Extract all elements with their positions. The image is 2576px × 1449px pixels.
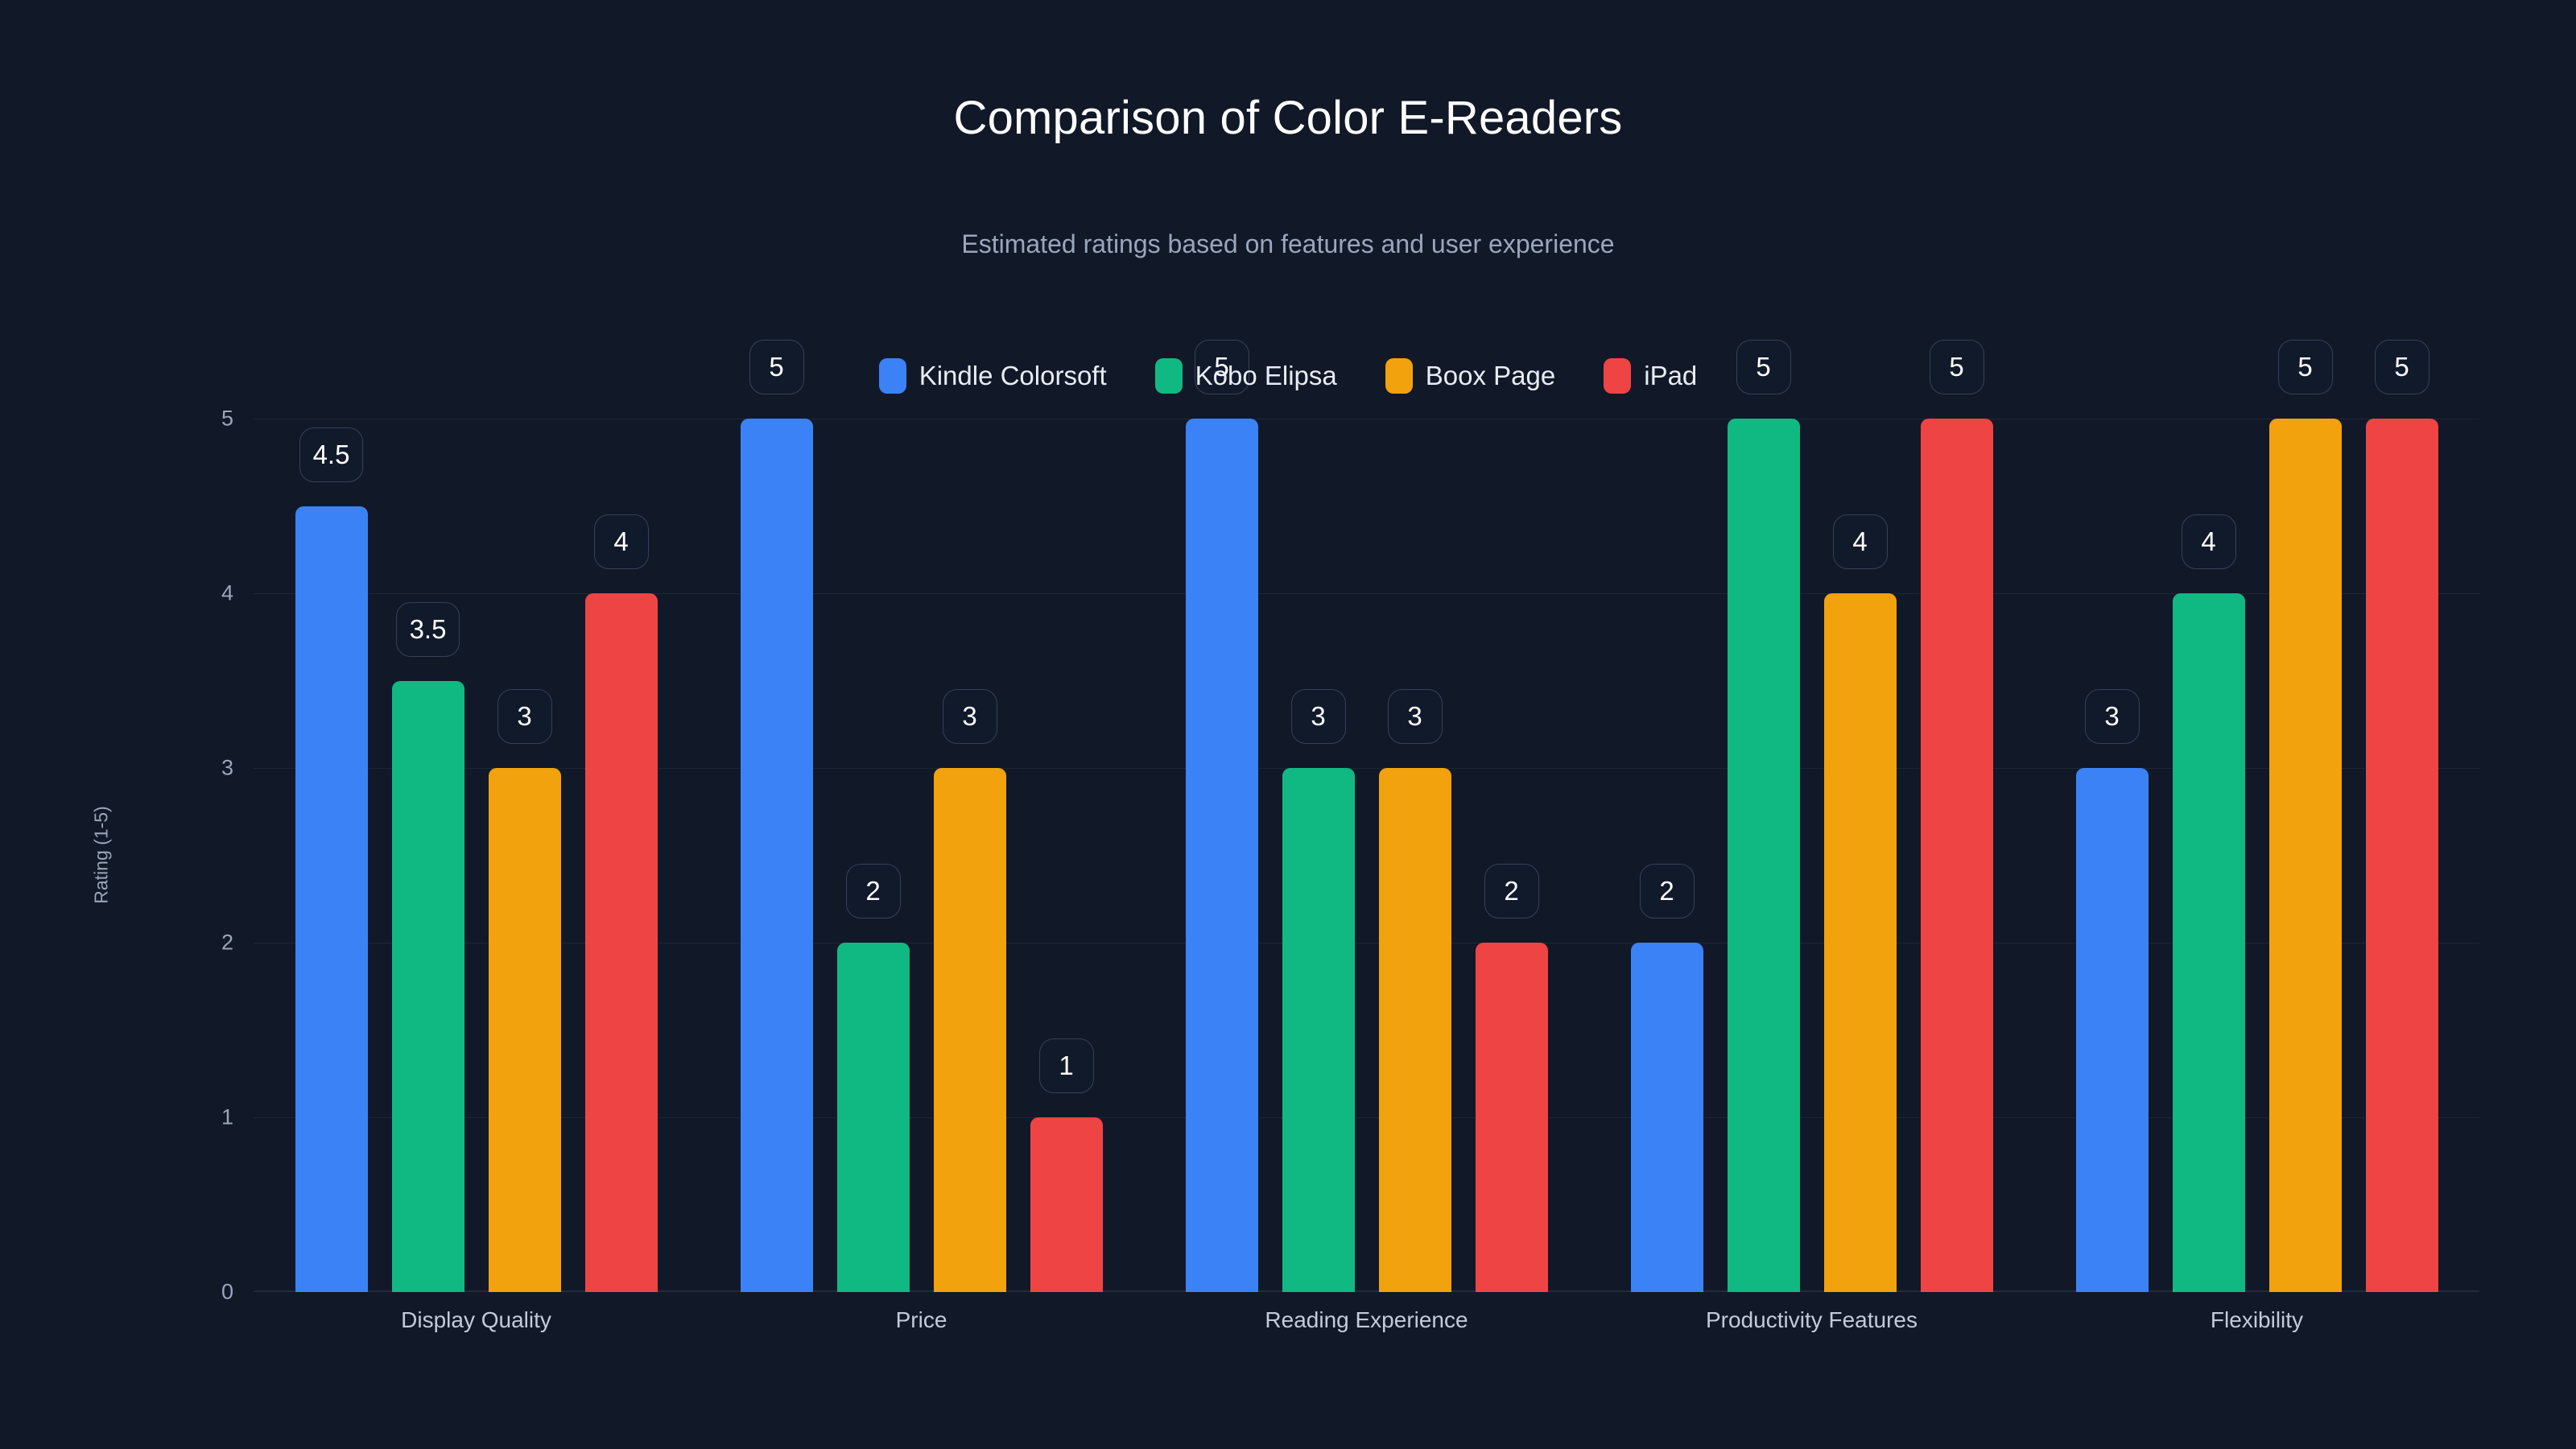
x-axis-tick: Price — [895, 1307, 947, 1332]
y-axis-tick: 0 — [221, 1279, 233, 1304]
y-axis-tick: 1 — [221, 1104, 233, 1129]
y-axis-tick: 3 — [221, 755, 233, 780]
bar[interactable] — [2365, 419, 2438, 1292]
y-axis-tick: 4 — [221, 580, 233, 605]
legend-swatch-icon — [1154, 358, 1183, 394]
y-axis-tick: 2 — [221, 930, 233, 955]
bar-value-label: 2 — [1639, 864, 1695, 919]
bar-value-label: 5 — [749, 340, 804, 394]
bar[interactable] — [1727, 419, 1800, 1292]
chart-legend: Kindle Colorsoft Kobo Elipsa Boox Page iPad — [0, 358, 2576, 394]
bar[interactable] — [1475, 943, 1548, 1292]
bar-value-label: 4 — [2181, 514, 2236, 569]
legend-swatch-icon — [878, 358, 906, 394]
bar-value-label: 3 — [1290, 689, 1346, 744]
legend-item[interactable]: iPad — [1604, 358, 1697, 394]
bar-value-label: 3.5 — [395, 601, 460, 657]
plot-area: 4.5 5 5 2 3 3.5 2 3 5 4 3 3 3 4 5 4 1 2 5 5 Display Quality P… — [254, 340, 2479, 1332]
chart-subtitle: Estimated ratings based on features and … — [961, 229, 1615, 258]
x-axis-tick: Display Quality — [401, 1307, 551, 1332]
legend-label: Boox Page — [1425, 361, 1556, 390]
bar[interactable] — [391, 680, 464, 1292]
gridline — [254, 768, 2479, 769]
bar[interactable] — [1185, 419, 1258, 1292]
x-axis-baseline — [254, 1290, 2479, 1292]
bar-value-label: 2 — [845, 864, 901, 919]
x-axis-tick: Productivity Features — [1706, 1307, 1918, 1332]
bar-value-label: 4 — [1832, 514, 1888, 569]
bar[interactable] — [584, 593, 658, 1292]
legend-item[interactable]: Kindle Colorsoft — [878, 358, 1107, 394]
bar[interactable] — [295, 506, 368, 1292]
bar-value-label: 4.5 — [299, 427, 364, 482]
gridline — [254, 1117, 2479, 1118]
legend-swatch-icon — [1385, 358, 1413, 394]
legend-label: iPad — [1644, 361, 1698, 390]
bar[interactable] — [2075, 768, 2149, 1292]
bar[interactable] — [1920, 419, 1993, 1292]
legend-item[interactable]: Kobo Elipsa — [1154, 358, 1337, 394]
bar[interactable] — [1030, 1117, 1103, 1292]
bar[interactable] — [1630, 943, 1703, 1292]
bar[interactable] — [933, 768, 1006, 1292]
bar-value-label: 1 — [1038, 1038, 1094, 1093]
bar[interactable] — [2172, 593, 2245, 1292]
bar-value-label: 3 — [2084, 689, 2140, 744]
bar-value-label: 3 — [497, 689, 552, 744]
gridline — [254, 593, 2479, 594]
bar[interactable] — [2268, 419, 2342, 1292]
legend-label: Kindle Colorsoft — [919, 361, 1107, 390]
bar[interactable] — [740, 419, 813, 1292]
bar-value-label: 5 — [1736, 340, 1791, 394]
bar[interactable] — [488, 768, 561, 1292]
bar-value-label: 3 — [942, 689, 997, 744]
y-axis-tick: 5 — [221, 406, 233, 431]
bar-value-label: 2 — [1484, 864, 1539, 919]
legend-swatch-icon — [1604, 358, 1632, 394]
legend-item[interactable]: Boox Page — [1385, 358, 1555, 394]
bar[interactable] — [1282, 768, 1355, 1292]
x-axis-tick: Flexibility — [2210, 1307, 2304, 1332]
bar[interactable] — [1378, 768, 1451, 1292]
bar-value-label: 5 — [1194, 340, 1249, 394]
y-axis-label: Rating (1-5) — [90, 806, 112, 904]
x-axis-tick: Reading Experience — [1265, 1307, 1468, 1332]
legend-label: Kobo Elipsa — [1195, 361, 1337, 390]
bar-value-label: 3 — [1387, 689, 1443, 744]
bar-value-label: 5 — [2277, 340, 2333, 394]
bar-value-label: 4 — [593, 514, 649, 569]
bar-value-label: 5 — [1929, 340, 1984, 394]
chart-title: Comparison of Color E-Readers — [953, 92, 1623, 144]
bar-value-label: 5 — [2374, 340, 2429, 394]
bar[interactable] — [836, 943, 910, 1292]
bar[interactable] — [1823, 593, 1897, 1292]
